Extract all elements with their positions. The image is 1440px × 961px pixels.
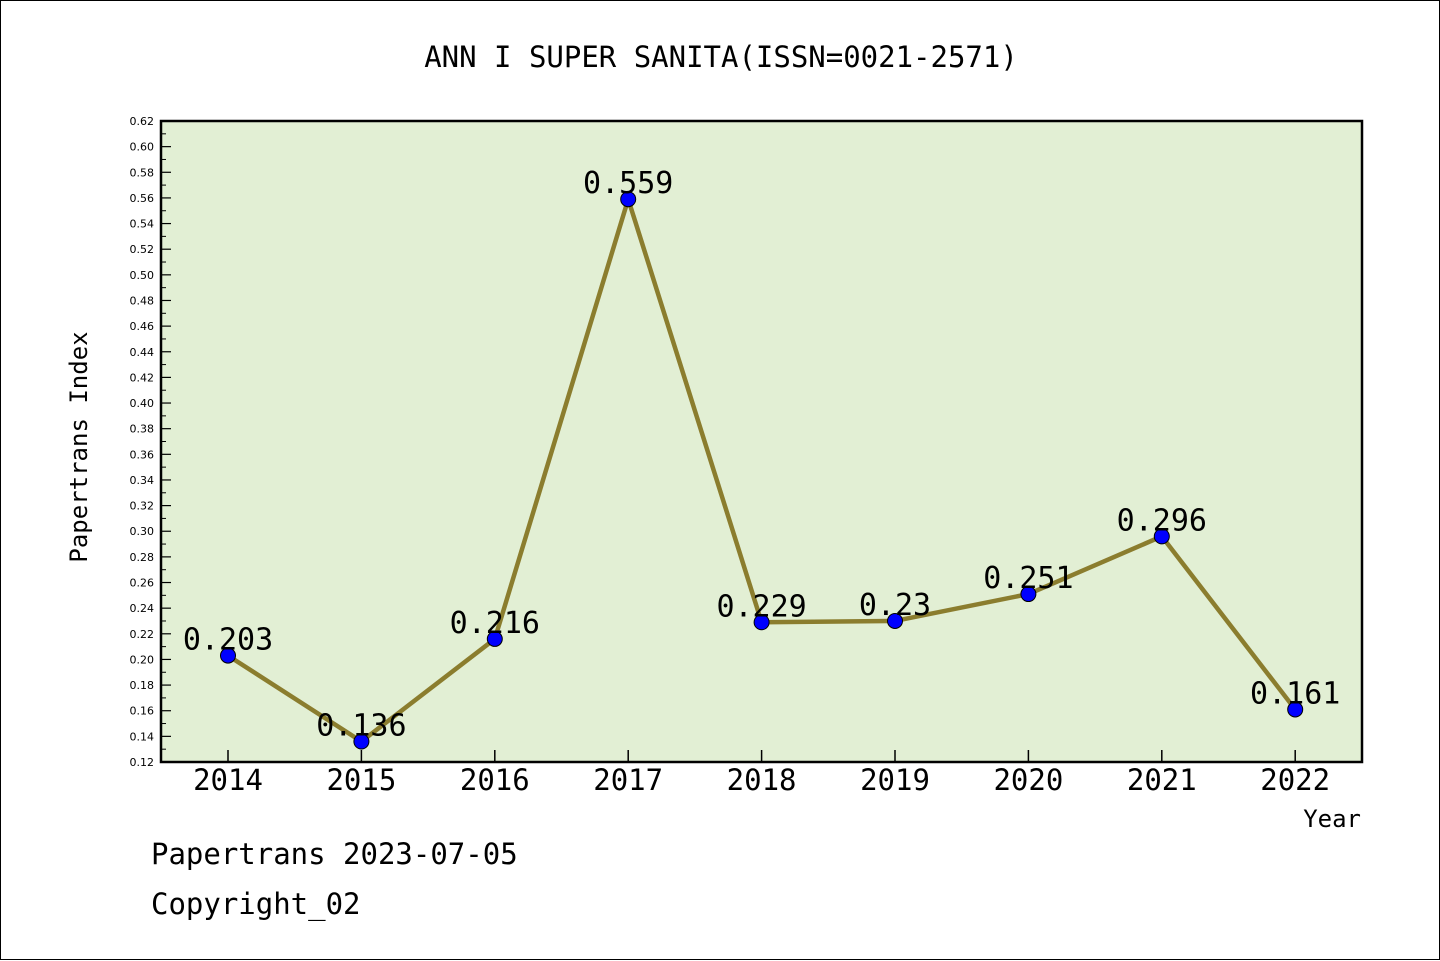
y-tick-label: 0.48: [130, 294, 155, 307]
x-tick-label: 2021: [1127, 763, 1197, 797]
y-tick-label: 0.54: [130, 218, 155, 231]
y-tick-label: 0.34: [130, 474, 155, 487]
y-tick-label: 0.18: [130, 679, 155, 692]
y-tick-label: 0.46: [130, 320, 155, 333]
x-tick-label: 2020: [993, 763, 1063, 797]
data-point: [353, 733, 370, 750]
y-tick-label: 0.28: [130, 551, 155, 564]
y-tick-label: 0.20: [130, 653, 155, 666]
data-point: [486, 630, 503, 647]
y-tick-label: 0.38: [130, 423, 155, 436]
y-tick-label: 0.40: [130, 397, 155, 410]
y-tick-label: 0.50: [130, 269, 155, 282]
footer-date-text: Papertrans 2023-07-05: [151, 837, 518, 871]
data-point: [220, 647, 236, 664]
footer-copyright-text: Copyright_02: [151, 887, 361, 921]
plot-area: [159, 119, 1364, 764]
x-tick-label: 2015: [326, 763, 396, 797]
data-label: 0.559: [583, 166, 673, 201]
y-tick-label: 0.30: [130, 525, 155, 538]
data-label: 0.296: [1117, 503, 1207, 538]
x-tick-label: 2022: [1260, 763, 1330, 797]
y-tick-label: 0.52: [130, 243, 155, 256]
y-tick-label: 0.56: [130, 192, 155, 205]
y-tick-label: 0.26: [130, 577, 155, 590]
y-axis: 0.12 0.14 0.16 0.18 0.20 0.22 0.24 0.26 0.28 0.30…: [130, 115, 171, 769]
y-tick-label: 0.24: [130, 602, 155, 615]
x-tick-label: 2018: [727, 763, 797, 797]
data-label: 0.229: [716, 589, 806, 624]
y-tick-label: 0.16: [130, 705, 155, 718]
y-tick-label: 0.32: [130, 500, 155, 513]
data-label: 0.251: [983, 561, 1073, 596]
y-tick-label: 0.12: [130, 756, 155, 769]
x-tick-label: 2019: [860, 763, 930, 797]
y-tick-label: 0.44: [130, 346, 155, 359]
y-tick-label: 0.36: [130, 448, 155, 461]
y-tick-label: 0.22: [130, 628, 155, 641]
data-point: [1153, 528, 1170, 545]
data-label: 0.161: [1250, 676, 1340, 711]
y-axis-label: Papertrans Index: [65, 331, 93, 562]
y-tick-label: 0.14: [130, 730, 155, 743]
data-label: 0.136: [316, 708, 406, 743]
x-tick-label: 2017: [593, 763, 663, 797]
y-tick-label: 0.42: [130, 371, 155, 384]
data-point: [887, 612, 903, 629]
data-label: 0.216: [450, 606, 540, 641]
x-tick-label: 2014: [193, 763, 263, 797]
y-tick-label: 0.60: [130, 141, 155, 154]
y-tick-label: 0.58: [130, 166, 155, 179]
series-marker-group: [220, 191, 1304, 750]
data-point: [620, 191, 637, 208]
x-axis-label: Year: [1303, 805, 1361, 833]
y-tick-label: 0.62: [130, 115, 155, 128]
data-label-group: 0.203 0.136 0.216 0.559 0.229 0.23 0.251 0.296 0…: [183, 166, 1341, 743]
x-axis: 2014 2015 2016 2017 2018 2019 2020 2021 2022: [193, 750, 1330, 797]
data-label: 0.203: [183, 623, 273, 658]
data-point: [1287, 701, 1304, 718]
x-tick-label: 2016: [460, 763, 530, 797]
data-point: [1020, 586, 1037, 603]
chart-title: ANN I SUPER SANITA(ISSN=0021-2571): [424, 40, 1018, 74]
data-label: 0.23: [859, 588, 931, 623]
data-point: [753, 614, 770, 631]
